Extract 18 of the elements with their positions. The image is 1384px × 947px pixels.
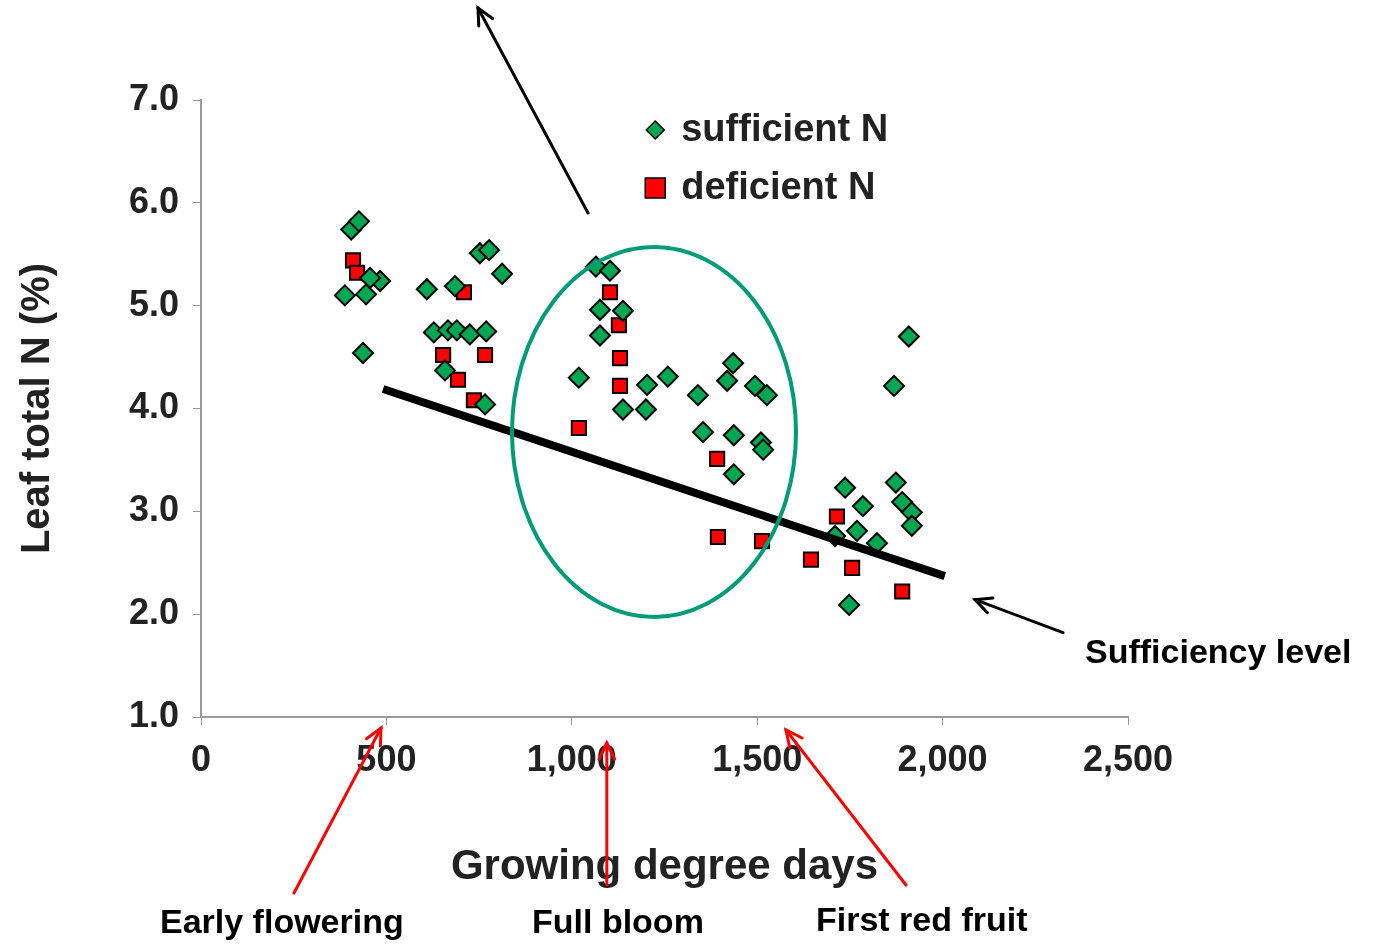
y-tick-label: 3.0 bbox=[128, 488, 179, 530]
x-tick-label: 1,500 bbox=[712, 737, 803, 779]
y-tick-label: 2.0 bbox=[128, 591, 179, 633]
text: Full bloom bbox=[532, 902, 704, 941]
y-axis-title: Leaf total N (%) bbox=[13, 262, 58, 555]
legend-label: deficient N bbox=[681, 165, 876, 208]
x-tick-label: 2,000 bbox=[897, 737, 988, 779]
y-tick-label: 1.0 bbox=[128, 693, 179, 735]
y-tick-label: 6.0 bbox=[128, 179, 179, 221]
x-tick-label: 0 bbox=[190, 737, 212, 779]
y-tick-label: 4.0 bbox=[128, 385, 179, 427]
text: Early flowering bbox=[160, 902, 404, 941]
legend-label: sufficient N bbox=[681, 107, 889, 150]
annotation: Sufficiency level bbox=[1085, 632, 1352, 671]
y-tick-label: 5.0 bbox=[128, 282, 179, 324]
text: First red fruit bbox=[816, 900, 1028, 939]
x-tick-label: 2,500 bbox=[1082, 737, 1174, 779]
y-tick-label: 7.0 bbox=[128, 76, 179, 118]
